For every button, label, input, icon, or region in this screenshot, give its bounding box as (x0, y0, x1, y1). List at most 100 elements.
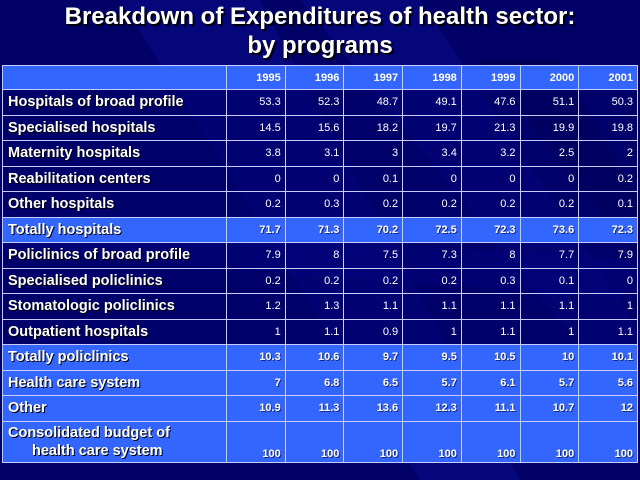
value-cell: 0.2 (519, 191, 580, 218)
slide-title: Breakdown of Expenditures of health sect… (0, 2, 640, 60)
value-cell: 3.2 (460, 140, 521, 167)
value-cell: 100 (578, 420, 638, 463)
column-header: 1998 (402, 65, 462, 90)
value-cell: 1 (578, 293, 638, 320)
table-row: Consolidated budget of health care system… (2, 420, 638, 463)
value-cell: 7.3 (402, 242, 462, 269)
title-line-1: Breakdown of Expenditures of health sect… (64, 3, 576, 30)
value-cell: 0.1 (343, 165, 404, 192)
value-cell: 0.2 (343, 191, 404, 218)
row-label: Policlinics of broad profile (2, 242, 227, 269)
value-cell: 0 (284, 165, 345, 192)
value-cell: 1.1 (519, 293, 580, 320)
value-cell: 0.1 (519, 267, 580, 294)
value-cell: 1.1 (402, 293, 462, 320)
value-cell: 100 (402, 420, 462, 463)
header-corner-cell (2, 65, 227, 90)
value-cell: 2 (578, 140, 638, 167)
column-header: 1995 (226, 65, 286, 90)
table-body: Hospitals of broad profile 53.3 52.3 48.7 49… (2, 89, 638, 463)
value-cell: 9.5 (402, 344, 462, 371)
value-cell: 47.6 (460, 89, 521, 116)
value-cell: 0 (519, 165, 580, 192)
value-cell: 15.6 (284, 114, 345, 141)
value-cell: 7.5 (343, 242, 404, 269)
value-cell: 1.1 (343, 293, 404, 320)
value-cell: 71.3 (284, 216, 345, 243)
row-label: Totally policlinics (2, 344, 227, 371)
value-cell: 8 (460, 242, 521, 269)
table-row: Maternity hospitals 3.8 3.1 3 3.4 3.2 2.5 2 (2, 140, 638, 167)
value-cell: 0.3 (460, 267, 521, 294)
value-cell: 3.8 (226, 140, 286, 167)
value-cell: 0.2 (226, 267, 286, 294)
value-cell: 10.6 (284, 344, 345, 371)
value-cell: 0.2 (226, 191, 286, 218)
column-header: 1996 (284, 65, 345, 90)
value-cell: 14.5 (226, 114, 286, 141)
table-row: Policlinics of broad profile 7.9 8 7.5 7.3 8 7… (2, 242, 638, 269)
header-row: 1995 1996 1997 1998 1999 2000 2001 (2, 65, 638, 90)
value-cell: 100 (519, 420, 580, 463)
value-cell: 1 (402, 318, 462, 345)
table-row: Totally policlinics 10.3 10.6 9.7 9.5 10.5 10 1… (2, 344, 638, 371)
row-label: Outpatient hospitals (2, 318, 227, 345)
table-row: Outpatient hospitals 1 1.1 0.9 1 1.1 1 1.1 (2, 318, 638, 345)
value-cell: 49.1 (402, 89, 462, 116)
value-cell: 71.7 (226, 216, 286, 243)
table-row: Stomatologic policlinics 1.2 1.3 1.1 1.1 1.1 1… (2, 293, 638, 320)
value-cell: 0.3 (284, 191, 345, 218)
value-cell: 0.2 (460, 191, 521, 218)
value-cell: 10.9 (226, 395, 286, 422)
row-label: Stomatologic policlinics (2, 293, 227, 320)
value-cell: 7.9 (578, 242, 638, 269)
row-label: Totally hospitals (2, 216, 227, 243)
value-cell: 0.2 (343, 267, 404, 294)
value-cell: 7.9 (226, 242, 286, 269)
table-row: Specialised policlinics 0.2 0.2 0.2 0.2 0.3 0.… (2, 267, 638, 294)
value-cell: 0.1 (578, 191, 638, 218)
value-cell: 0.9 (343, 318, 404, 345)
value-cell: 19.7 (402, 114, 462, 141)
value-cell: 0.2 (402, 267, 462, 294)
column-header: 2000 (519, 65, 580, 90)
value-cell: 10.1 (578, 344, 638, 371)
value-cell: 9.7 (343, 344, 404, 371)
value-cell: 21.3 (460, 114, 521, 141)
table-row: Totally hospitals 71.7 71.3 70.2 72.5 72.3 73.… (2, 216, 638, 243)
row-label: Specialised hospitals (2, 114, 227, 141)
value-cell: 73.6 (519, 216, 580, 243)
value-cell: 51.1 (519, 89, 580, 116)
value-cell: 6.1 (460, 369, 521, 396)
value-cell: 7.7 (519, 242, 580, 269)
value-cell: 6.5 (343, 369, 404, 396)
value-cell: 1 (519, 318, 580, 345)
value-cell: 50.3 (578, 89, 638, 116)
value-cell: 0.2 (402, 191, 462, 218)
value-cell: 0.2 (284, 267, 345, 294)
row-label: Maternity hospitals (2, 140, 227, 167)
row-label-line-1: Consolidated budget of (8, 424, 170, 441)
value-cell: 13.6 (343, 395, 404, 422)
table-row: Hospitals of broad profile 53.3 52.3 48.7 49… (2, 89, 638, 116)
row-label-line-2: health care system (32, 442, 163, 459)
value-cell: 1 (226, 318, 286, 345)
value-cell: 6.8 (284, 369, 345, 396)
row-label: Specialised policlinics (2, 267, 227, 294)
value-cell: 19.8 (578, 114, 638, 141)
value-cell: 12.3 (402, 395, 462, 422)
title-line-2: by programs (247, 32, 393, 59)
value-cell: 52.3 (284, 89, 345, 116)
value-cell: 10.7 (519, 395, 580, 422)
value-cell: 1.1 (578, 318, 638, 345)
value-cell: 1.2 (226, 293, 286, 320)
value-cell: 18.2 (343, 114, 404, 141)
value-cell: 72.3 (460, 216, 521, 243)
value-cell: 5.7 (402, 369, 462, 396)
value-cell: 0 (578, 267, 638, 294)
value-cell: 3 (343, 140, 404, 167)
value-cell: 1.1 (460, 293, 521, 320)
row-label: Other hospitals (2, 191, 227, 218)
value-cell: 0 (402, 165, 462, 192)
value-cell: 11.3 (284, 395, 345, 422)
